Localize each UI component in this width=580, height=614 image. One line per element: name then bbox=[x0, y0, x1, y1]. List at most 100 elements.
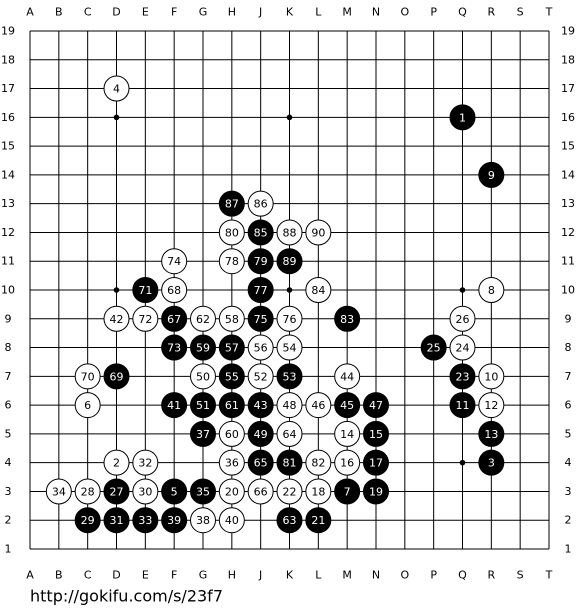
column-label: E bbox=[142, 6, 149, 19]
move-number: 34 bbox=[52, 485, 66, 498]
stone: 89 bbox=[276, 248, 303, 275]
move-number: 24 bbox=[456, 342, 470, 355]
move-number: 60 bbox=[225, 428, 239, 441]
white-stone bbox=[218, 248, 245, 275]
move-number: 59 bbox=[196, 342, 210, 355]
white-stone bbox=[247, 334, 274, 361]
move-number: 53 bbox=[283, 370, 297, 383]
move-number: 37 bbox=[196, 428, 210, 441]
move-number: 29 bbox=[81, 514, 95, 527]
stone: 2 bbox=[103, 449, 130, 476]
row-label: 12 bbox=[561, 226, 575, 239]
move-number: 12 bbox=[484, 399, 498, 412]
stone: 72 bbox=[132, 305, 159, 332]
black-stone bbox=[161, 392, 188, 419]
move-number: 35 bbox=[196, 485, 210, 498]
white-stone bbox=[305, 392, 332, 419]
move-number: 77 bbox=[254, 284, 268, 297]
move-number: 25 bbox=[427, 342, 441, 355]
column-label: M bbox=[342, 6, 352, 19]
white-stone bbox=[103, 449, 130, 476]
move-number: 23 bbox=[456, 370, 470, 383]
stone: 41 bbox=[161, 392, 188, 419]
row-label: 9 bbox=[5, 312, 12, 325]
stone: 38 bbox=[190, 507, 216, 534]
row-label: 1 bbox=[565, 543, 572, 556]
row-label: 18 bbox=[561, 53, 575, 66]
stone: 11 bbox=[449, 392, 476, 419]
stone: 7 bbox=[334, 478, 361, 505]
black-stone bbox=[363, 478, 389, 505]
black-stone bbox=[218, 363, 245, 390]
row-label: 2 bbox=[5, 514, 12, 527]
column-label: K bbox=[286, 569, 294, 582]
white-stone bbox=[247, 478, 274, 505]
column-label: A bbox=[26, 6, 34, 19]
move-number: 87 bbox=[225, 198, 239, 211]
move-number: 71 bbox=[138, 284, 152, 297]
column-label: K bbox=[286, 6, 294, 19]
move-number: 85 bbox=[254, 226, 268, 239]
stone: 86 bbox=[247, 190, 274, 217]
column-label: O bbox=[400, 569, 409, 582]
row-label: 10 bbox=[561, 284, 575, 297]
row-label: 9 bbox=[565, 312, 572, 325]
move-number: 44 bbox=[340, 370, 354, 383]
stone: 59 bbox=[190, 334, 216, 361]
stone: 14 bbox=[334, 420, 361, 447]
move-number: 48 bbox=[283, 399, 297, 412]
black-stone bbox=[103, 478, 130, 505]
move-number: 63 bbox=[283, 514, 297, 527]
row-label: 11 bbox=[1, 255, 15, 268]
move-number: 49 bbox=[254, 428, 268, 441]
stone: 90 bbox=[305, 219, 332, 246]
stone: 63 bbox=[276, 507, 303, 534]
black-stone bbox=[247, 277, 274, 303]
move-number: 61 bbox=[225, 399, 239, 412]
black-stone bbox=[449, 392, 476, 419]
move-number: 56 bbox=[254, 342, 268, 355]
column-label: D bbox=[112, 6, 120, 19]
row-label: 5 bbox=[5, 427, 12, 440]
row-label: 14 bbox=[561, 168, 575, 181]
row-label: 17 bbox=[561, 82, 575, 95]
column-label: H bbox=[228, 569, 236, 582]
column-label: S bbox=[517, 569, 524, 582]
row-label: 8 bbox=[5, 341, 12, 354]
stone: 67 bbox=[161, 305, 188, 332]
stone: 54 bbox=[276, 334, 303, 361]
white-stone bbox=[74, 392, 101, 419]
source-url: http://gokifu.com/s/23f7 bbox=[30, 587, 223, 606]
move-number: 20 bbox=[225, 485, 239, 498]
white-stone bbox=[276, 478, 303, 505]
stone: 44 bbox=[334, 363, 361, 390]
white-stone bbox=[478, 392, 505, 419]
white-stone bbox=[161, 277, 188, 303]
row-label: 17 bbox=[1, 82, 15, 95]
move-number: 26 bbox=[456, 313, 470, 326]
move-number: 68 bbox=[167, 284, 181, 297]
white-stone bbox=[305, 449, 332, 476]
white-stone bbox=[161, 248, 188, 275]
stone: 15 bbox=[363, 420, 389, 447]
stone: 84 bbox=[305, 277, 332, 303]
stone: 80 bbox=[218, 219, 245, 246]
stone: 87 bbox=[218, 190, 245, 217]
stone: 12 bbox=[478, 392, 505, 419]
column-label: J bbox=[258, 569, 262, 582]
white-stone bbox=[190, 305, 216, 332]
stone: 32 bbox=[132, 449, 159, 476]
stone: 85 bbox=[247, 219, 274, 246]
column-label: C bbox=[84, 569, 92, 582]
stone: 1 bbox=[449, 104, 476, 131]
star-point bbox=[459, 459, 466, 466]
move-number: 14 bbox=[340, 428, 354, 441]
white-stone bbox=[103, 305, 130, 332]
move-number: 58 bbox=[225, 313, 239, 326]
stone: 9 bbox=[478, 161, 505, 188]
column-label: F bbox=[171, 569, 177, 582]
column-label: S bbox=[517, 6, 524, 19]
stone: 74 bbox=[161, 248, 188, 275]
black-stone bbox=[218, 392, 245, 419]
